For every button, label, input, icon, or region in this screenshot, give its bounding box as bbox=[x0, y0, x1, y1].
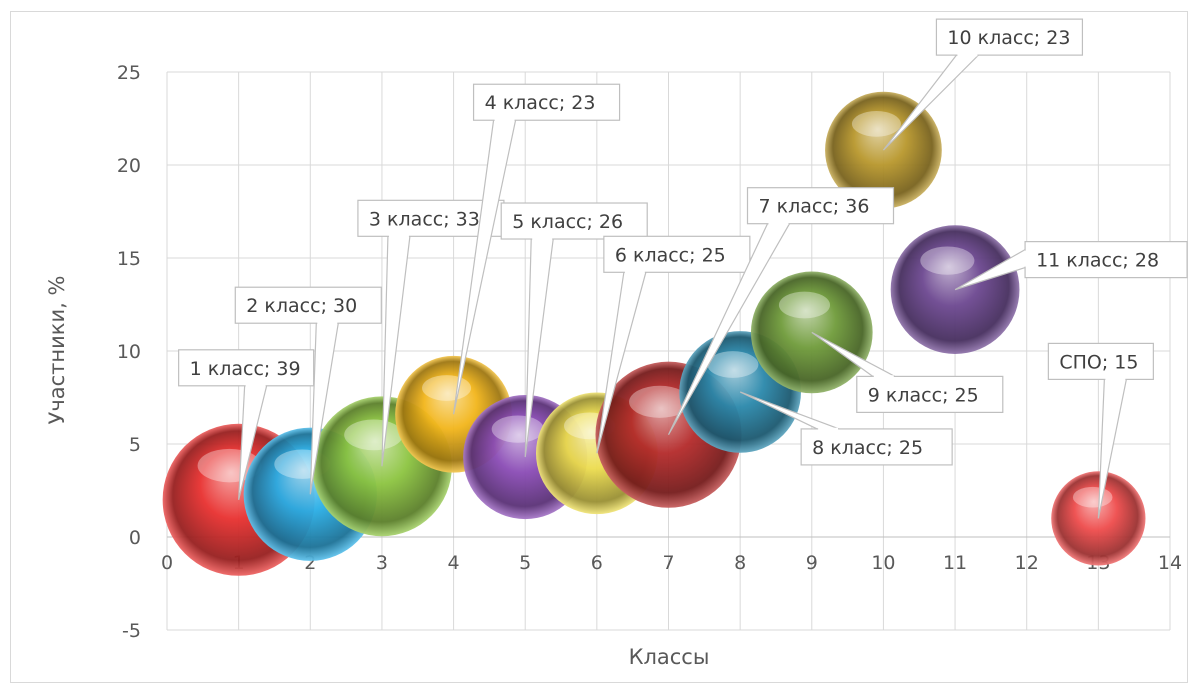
callout-box bbox=[800, 428, 953, 466]
callout-box bbox=[746, 187, 895, 225]
y-tick-label: 20 bbox=[117, 155, 141, 177]
bubble-highlight bbox=[1072, 486, 1113, 508]
x-tick-label: 3 bbox=[376, 552, 388, 574]
y-tick-label: 25 bbox=[117, 62, 141, 84]
data-label: 3 класс; 33 bbox=[369, 208, 480, 230]
x-tick-label: 5 bbox=[519, 552, 531, 574]
callout-box bbox=[178, 349, 315, 387]
data-label: 11 класс; 28 bbox=[1036, 250, 1159, 272]
x-tick-label: 12 bbox=[1015, 552, 1039, 574]
x-tick-label: 10 bbox=[871, 552, 895, 574]
y-tick-label: 0 bbox=[129, 527, 141, 549]
x-tick-label: 14 bbox=[1158, 552, 1182, 574]
y-tick-label: 5 bbox=[129, 434, 141, 456]
callouts: 1 класс; 39 2 класс; 30 3 класс; 33 4 класс… bbox=[178, 18, 1188, 519]
data-label: 6 класс; 25 bbox=[615, 244, 726, 266]
bubble-highlight bbox=[344, 419, 403, 451]
x-tick-label: 6 bbox=[591, 552, 603, 574]
callout-box bbox=[500, 202, 648, 240]
bubble-highlight bbox=[707, 351, 759, 378]
data-label: 4 класс; 23 bbox=[485, 92, 596, 114]
data-label: 8 класс; 25 bbox=[812, 437, 923, 459]
callout-box bbox=[1024, 241, 1188, 279]
bubble-highlight bbox=[851, 111, 901, 137]
callout-box bbox=[472, 83, 621, 121]
data-label: 1 класс; 39 bbox=[190, 358, 301, 380]
callout-box bbox=[603, 235, 751, 273]
data-label: 5 класс; 26 bbox=[512, 211, 623, 233]
bubble-highlight bbox=[629, 385, 691, 418]
x-tick-label: 4 bbox=[448, 552, 460, 574]
data-label: 7 класс; 36 bbox=[759, 196, 870, 218]
callout-box bbox=[935, 18, 1084, 56]
y-tick-labels: -5 0 5 10 15 20 25 bbox=[117, 62, 141, 642]
data-label: 2 класс; 30 bbox=[246, 295, 357, 317]
y-axis-title: Участники, % bbox=[45, 276, 69, 425]
x-tick-label: 8 bbox=[734, 552, 746, 574]
y-tick-label: 15 bbox=[117, 248, 141, 270]
callout-box bbox=[234, 286, 382, 324]
bubble-highlight bbox=[422, 375, 472, 401]
x-axis-title: Классы bbox=[629, 645, 710, 669]
callout-box bbox=[1047, 342, 1154, 380]
data-label: СПО; 15 bbox=[1059, 351, 1138, 373]
chart-frame bbox=[10, 11, 1188, 683]
bubble-highlight bbox=[491, 415, 544, 443]
data-label: 10 класс; 23 bbox=[947, 27, 1070, 49]
x-tick-label: 11 bbox=[943, 552, 967, 574]
x-tick-label: 7 bbox=[662, 552, 674, 574]
y-tick-label: 10 bbox=[117, 341, 141, 363]
x-tick-label: 0 bbox=[161, 552, 173, 574]
bubble-highlight bbox=[920, 246, 975, 275]
bubble-highlight bbox=[778, 291, 831, 319]
data-label: 9 класс; 25 bbox=[868, 384, 979, 406]
callout-box bbox=[856, 375, 1004, 413]
x-tick-label: 9 bbox=[806, 552, 818, 574]
y-tick-label: -5 bbox=[122, 620, 141, 642]
